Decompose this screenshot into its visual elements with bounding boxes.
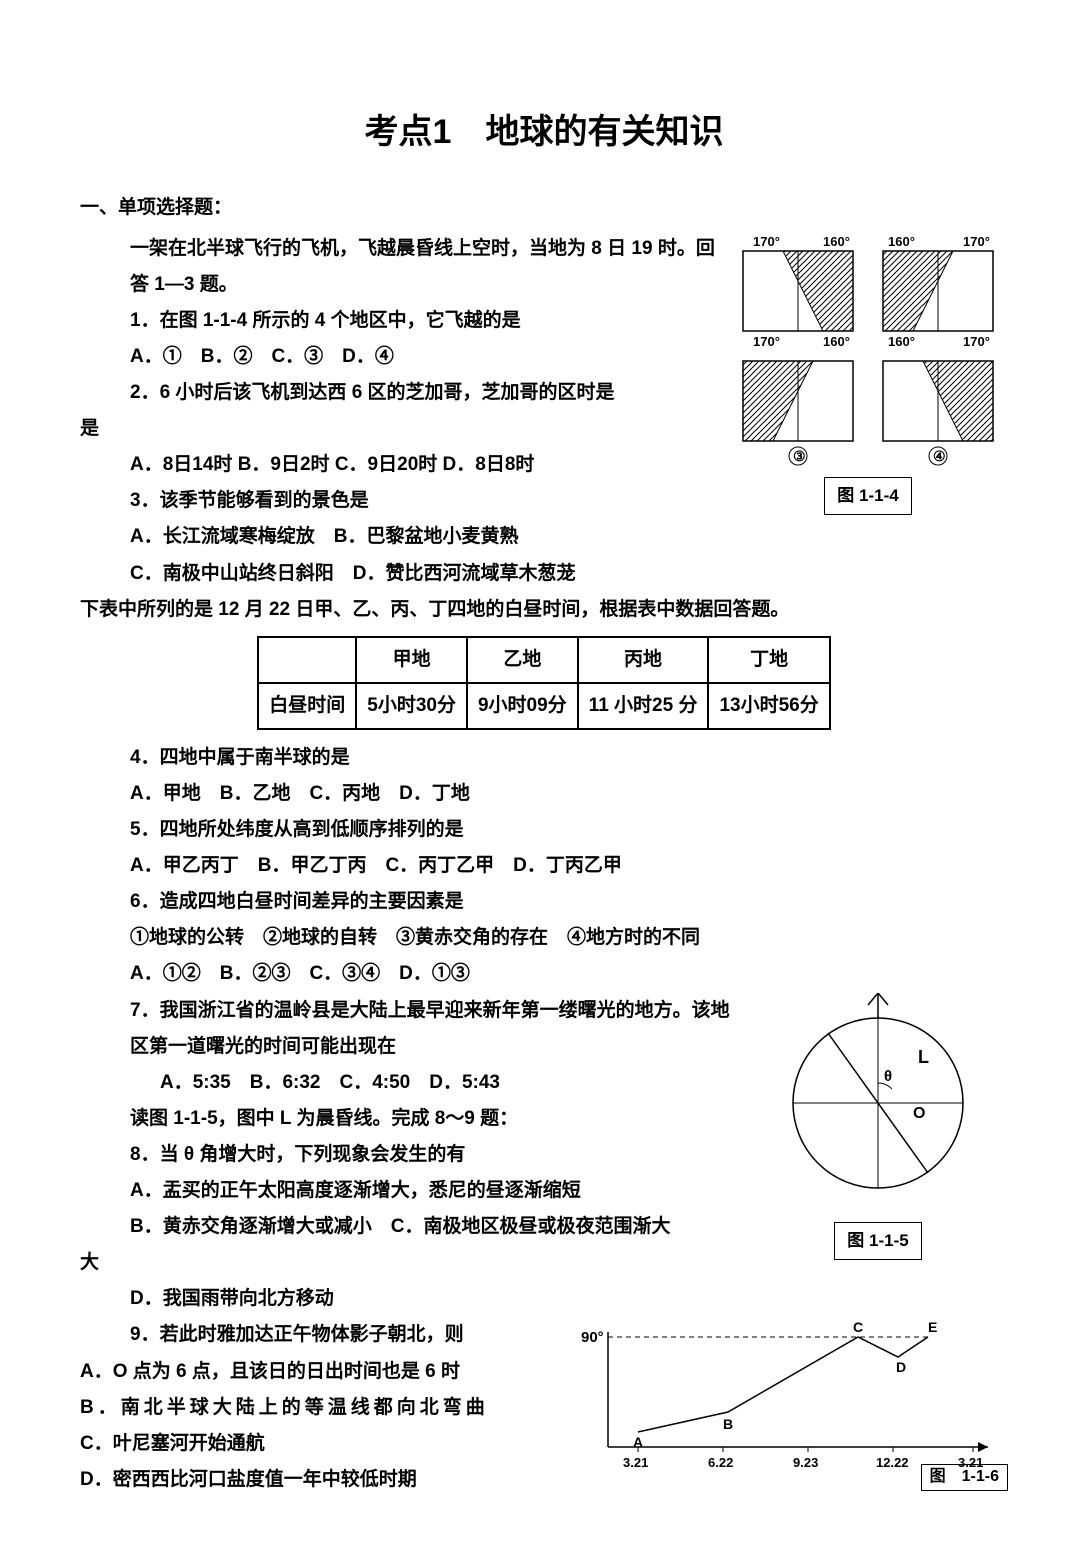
svg-text:9.23: 9.23 <box>793 1455 818 1470</box>
svg-text:B: B <box>723 1416 733 1432</box>
svg-text:3.21: 3.21 <box>623 1455 648 1470</box>
figure-1-1-4: 170° 160° 170° 160° 160° 170° 160° 170° … <box>728 231 1008 515</box>
question-7-text: 7．我国浙江省的温岭县是大陆上最早迎来新年第一缕曙光的地方。该地区第一道曙光的时… <box>130 1000 730 1057</box>
table-cell: 白昼时间 <box>258 683 356 729</box>
svg-text:160°: 160° <box>888 234 915 249</box>
question-3-opts-a: A．长江流域寒梅绽放 B．巴黎盆地小麦黄熟 <box>80 519 1008 555</box>
table-row: 白昼时间 5小时30分 9小时09分 11 小时25 分 13小时56分 <box>258 683 829 729</box>
svg-text:6.22: 6.22 <box>708 1455 733 1470</box>
table-cell: 丁地 <box>708 637 829 683</box>
svg-text:170°: 170° <box>963 234 990 249</box>
svg-text:170°: 170° <box>753 334 780 349</box>
svg-text:160°: 160° <box>823 234 850 249</box>
svg-text:L: L <box>918 1047 929 1067</box>
question-5-options: A．甲乙丙丁 B．甲乙丁丙 C．丙丁乙甲 D．丁丙乙甲 <box>80 848 1008 884</box>
question-2-text: 2．6 小时后该飞机到达西 6 区的芝加哥，芝加哥的区时是 <box>130 382 615 403</box>
table-cell: 丙地 <box>578 637 709 683</box>
svg-text:12.22: 12.22 <box>876 1455 909 1470</box>
figure-1-1-6: 90° A B C D E 3.21 6.22 9.23 12.22 3.21 … <box>578 1317 1008 1490</box>
table-cell: 13小时56分 <box>708 683 829 729</box>
question-8-d: D．我国雨带向北方移动 <box>80 1281 1008 1317</box>
figure-1-caption: 图 1-1-4 <box>824 477 911 515</box>
question-3-opts-b: C．南极中山站终日斜阳 D．赞比西河流域草木葱茏 <box>80 556 1008 592</box>
svg-text:170°: 170° <box>963 334 990 349</box>
table-cell: 9小时09分 <box>467 683 578 729</box>
svg-text:C: C <box>853 1319 863 1335</box>
daylight-table: 甲地 乙地 丙地 丁地 白昼时间 5小时30分 9小时09分 11 小时25 分… <box>257 636 830 730</box>
svg-text:O: O <box>913 1105 925 1122</box>
figure-2-caption: 图 1-1-5 <box>834 1222 921 1260</box>
question-6-sub: ①地球的公转 ②地球的自转 ③黄赤交角的存在 ④地方时的不同 <box>80 920 1008 956</box>
svg-text:160°: 160° <box>823 334 850 349</box>
table-cell: 11 小时25 分 <box>578 683 709 729</box>
svg-text:④: ④ <box>933 448 946 464</box>
figure-1-1-5: L θ O 图 1-1-5 <box>748 993 1008 1260</box>
figure-3-caption: 图 1-1-6 <box>921 1464 1008 1491</box>
table-cell: 5小时30分 <box>356 683 467 729</box>
svg-text:170°: 170° <box>753 234 780 249</box>
table-cell <box>258 637 356 683</box>
question-6: 6．造成四地白昼时间差异的主要因素是 <box>80 884 1008 920</box>
table-row: 甲地 乙地 丙地 丁地 <box>258 637 829 683</box>
table-cell: 甲地 <box>356 637 467 683</box>
question-4: 4．四地中属于南半球的是 <box>80 740 1008 776</box>
svg-text:D: D <box>896 1359 906 1375</box>
svg-text:θ: θ <box>884 1068 892 1085</box>
question-6-options: A．①② B．②③ C．③④ D．①③ <box>80 956 1008 992</box>
table-intro: 下表中所列的是 12 月 22 日甲、乙、丙、丁四地的白昼时间，根据表中数据回答… <box>80 592 1008 628</box>
section-heading: 一、单项选择题： <box>80 190 1008 226</box>
page-title: 考点1 地球的有关知识 <box>80 100 1008 165</box>
svg-text:90°: 90° <box>581 1329 604 1346</box>
question-4-options: A．甲地 B．乙地 C．丙地 D．丁地 <box>80 776 1008 812</box>
svg-text:E: E <box>928 1319 937 1335</box>
svg-text:160°: 160° <box>888 334 915 349</box>
table-cell: 乙地 <box>467 637 578 683</box>
question-5: 5．四地所处纬度从高到低顺序排列的是 <box>80 812 1008 848</box>
svg-text:③: ③ <box>793 448 806 464</box>
